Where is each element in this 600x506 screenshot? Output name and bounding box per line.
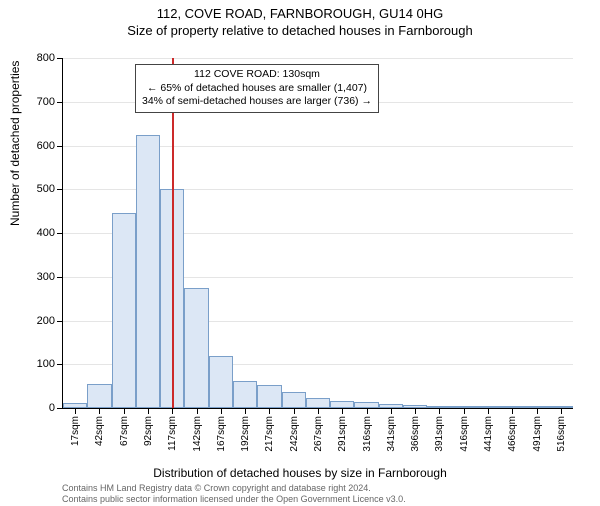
x-tick xyxy=(99,408,100,414)
x-tick-label: 441sqm xyxy=(483,416,494,452)
x-tick-label: 142sqm xyxy=(192,416,203,452)
y-axis-label: Number of detached properties xyxy=(8,61,22,226)
y-tick-label: 100 xyxy=(37,358,55,370)
x-tick xyxy=(488,408,489,414)
x-tick-label: 341sqm xyxy=(386,416,397,452)
y-tick-label: 0 xyxy=(49,402,55,414)
x-tick-label: 391sqm xyxy=(434,416,445,452)
x-tick-label: 267sqm xyxy=(313,416,324,452)
x-tick xyxy=(124,408,125,414)
y-tick-label: 400 xyxy=(37,227,55,239)
histogram-bar xyxy=(282,392,306,408)
y-tick xyxy=(57,408,63,409)
y-tick-label: 800 xyxy=(37,52,55,64)
y-tick xyxy=(57,277,63,278)
histogram-bar xyxy=(257,385,281,408)
x-tick-label: 291sqm xyxy=(337,416,348,452)
y-tick xyxy=(57,189,63,190)
footer-attribution: Contains HM Land Registry data © Crown c… xyxy=(62,483,590,504)
annotation-line-2: ← 65% of detached houses are smaller (1,… xyxy=(142,82,372,96)
x-axis-label: Distribution of detached houses by size … xyxy=(0,466,600,480)
annotation-line-3: 34% of semi-detached houses are larger (… xyxy=(142,95,372,109)
histogram-bar xyxy=(330,401,354,408)
y-tick-label: 600 xyxy=(37,140,55,152)
x-tick xyxy=(294,408,295,414)
histogram-bar xyxy=(306,398,330,408)
x-tick xyxy=(561,408,562,414)
annotation-line-1: 112 COVE ROAD: 130sqm xyxy=(142,68,372,82)
x-tick-label: 167sqm xyxy=(216,416,227,452)
y-tick-label: 700 xyxy=(37,96,55,108)
y-tick-label: 200 xyxy=(37,315,55,327)
x-tick xyxy=(367,408,368,414)
x-tick xyxy=(75,408,76,414)
x-tick-label: 316sqm xyxy=(362,416,373,452)
x-tick-label: 92sqm xyxy=(143,416,154,446)
x-tick xyxy=(172,408,173,414)
x-tick-label: 17sqm xyxy=(70,416,81,446)
x-tick xyxy=(464,408,465,414)
x-tick-label: 192sqm xyxy=(240,416,251,452)
histogram-bar xyxy=(184,288,208,408)
gridline xyxy=(63,58,573,59)
x-tick-label: 242sqm xyxy=(289,416,300,452)
x-tick-label: 42sqm xyxy=(94,416,105,446)
histogram-bar xyxy=(136,135,160,408)
x-tick xyxy=(342,408,343,414)
annotation-box: 112 COVE ROAD: 130sqm← 65% of detached h… xyxy=(135,64,379,113)
y-tick xyxy=(57,102,63,103)
x-tick-label: 516sqm xyxy=(556,416,567,452)
y-tick xyxy=(57,233,63,234)
chart-container: 112, COVE ROAD, FARNBOROUGH, GU14 0HG Si… xyxy=(0,6,600,506)
y-tick xyxy=(57,364,63,365)
x-tick xyxy=(439,408,440,414)
y-tick xyxy=(57,146,63,147)
x-tick-label: 466sqm xyxy=(507,416,518,452)
x-tick-label: 366sqm xyxy=(410,416,421,452)
x-tick-label: 117sqm xyxy=(167,416,178,451)
y-tick-label: 500 xyxy=(37,183,55,195)
x-tick xyxy=(197,408,198,414)
y-tick-label: 300 xyxy=(37,271,55,283)
histogram-bar xyxy=(209,356,233,409)
x-tick xyxy=(415,408,416,414)
x-tick-label: 491sqm xyxy=(532,416,543,452)
x-tick-label: 217sqm xyxy=(264,416,275,452)
x-tick xyxy=(537,408,538,414)
y-tick xyxy=(57,58,63,59)
x-tick xyxy=(512,408,513,414)
x-tick xyxy=(221,408,222,414)
x-tick-label: 67sqm xyxy=(119,416,130,446)
x-tick xyxy=(245,408,246,414)
plot-area: 010020030040050060070080017sqm42sqm67sqm… xyxy=(62,58,573,409)
histogram-bar xyxy=(87,384,111,408)
x-tick xyxy=(391,408,392,414)
footer-line-2: Contains public sector information licen… xyxy=(62,494,590,504)
histogram-bar xyxy=(233,381,257,408)
x-tick-label: 416sqm xyxy=(459,416,470,452)
x-tick xyxy=(269,408,270,414)
histogram-bar xyxy=(112,213,136,408)
page-title: 112, COVE ROAD, FARNBOROUGH, GU14 0HG xyxy=(0,6,600,21)
footer-line-1: Contains HM Land Registry data © Crown c… xyxy=(62,483,590,493)
x-tick xyxy=(318,408,319,414)
x-tick xyxy=(148,408,149,414)
chart-subtitle: Size of property relative to detached ho… xyxy=(0,23,600,38)
y-tick xyxy=(57,321,63,322)
